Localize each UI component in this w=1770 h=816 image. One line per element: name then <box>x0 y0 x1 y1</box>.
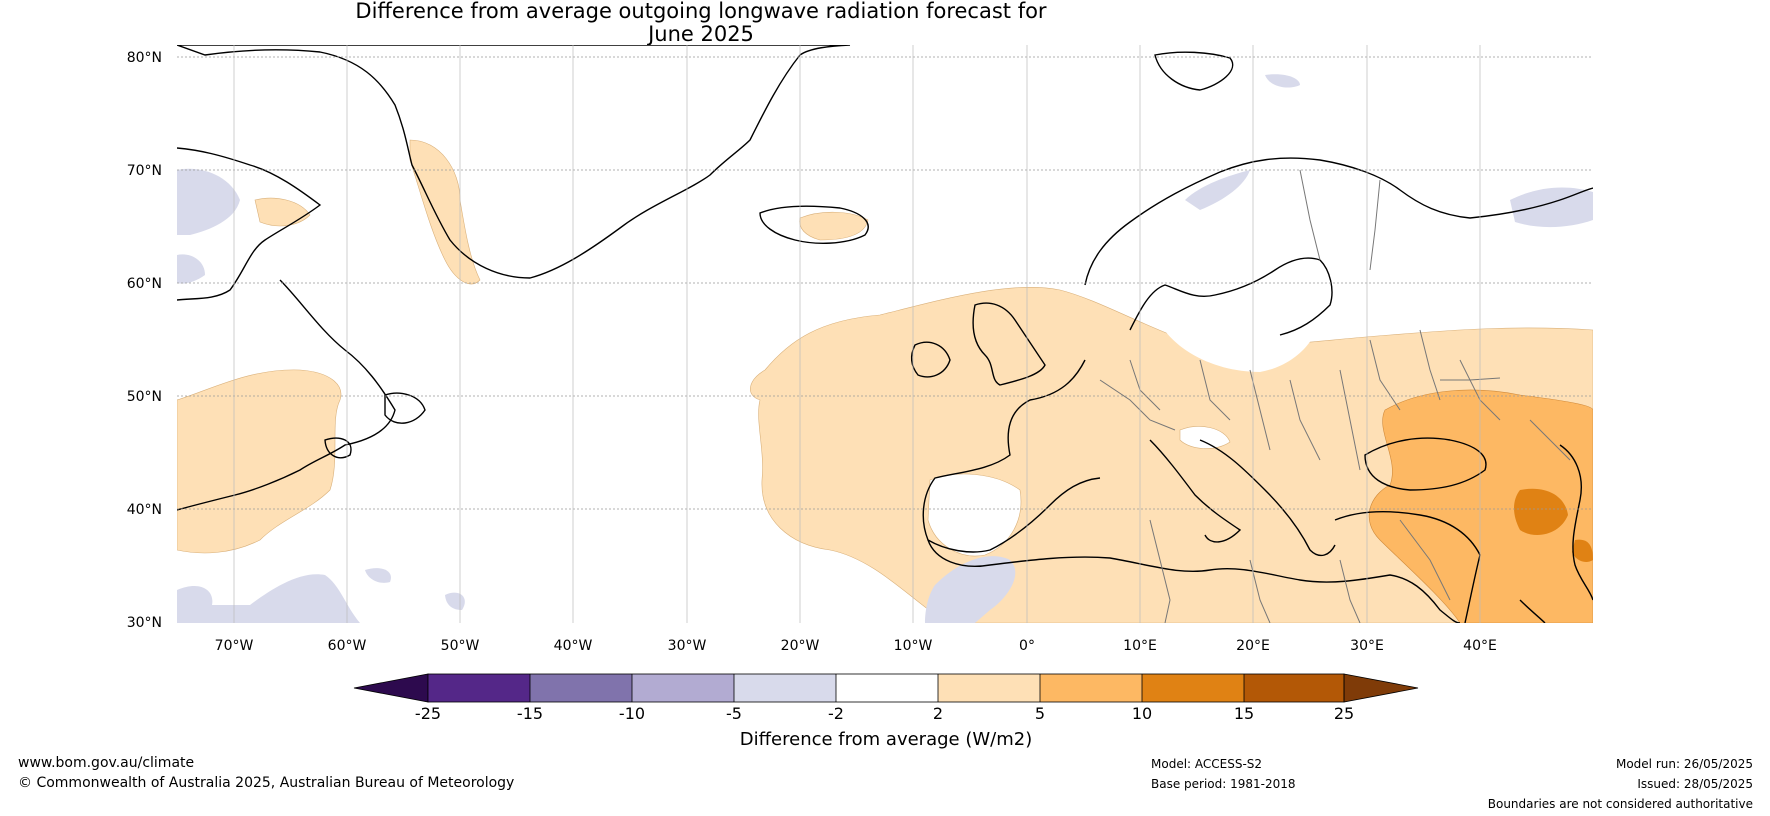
colorbar-title: Difference from average (W/m2) <box>740 729 1032 750</box>
colorbar-ticks: -25 -15 -10 -5 -2 2 5 10 15 25 <box>415 704 1354 723</box>
coast-turkey-levant <box>1334 511 1481 623</box>
issued-text: Issued: 28/05/2025 <box>1637 777 1753 791</box>
longitude-gridlines <box>233 45 1481 623</box>
colorbar-low-extension <box>353 673 429 703</box>
colorbar-swatch <box>1040 674 1142 702</box>
anomaly-dark-orange-iran <box>1572 539 1593 563</box>
coast-arctic-canada <box>177 147 322 301</box>
lon-label: 20°E <box>1236 638 1270 654</box>
coast-black-sea <box>1364 437 1487 491</box>
copyright-text: © Commonwealth of Australia 2025, Austra… <box>18 775 515 791</box>
lon-label: 0° <box>1019 638 1035 654</box>
anomaly-lavender-atlantic-southwest <box>177 574 360 623</box>
lon-label: 10°E <box>1123 638 1157 654</box>
coast-greenland <box>177 45 851 279</box>
coast-caspian <box>1559 444 1593 601</box>
anomaly-light-orange-north-america <box>177 369 342 554</box>
colorbar-swatch <box>428 674 530 702</box>
anomaly-lavender-labrador-sea-floor <box>177 254 205 284</box>
longitude-labels: 70°W 60°W 50°W 40°W 30°W 20°W 10°W 0° 10… <box>215 638 1497 654</box>
coastlines <box>177 45 1593 623</box>
colorbar-tick: 10 <box>1132 704 1152 723</box>
lon-label: 50°W <box>441 638 480 654</box>
colorbar-swatch <box>1244 674 1344 702</box>
title-line-2: June 2025 <box>648 22 754 46</box>
colorbar-dividers <box>529 674 1245 702</box>
anomaly-lavender-svalbard <box>1265 74 1300 88</box>
lat-label: 50°N <box>127 389 162 405</box>
anomaly-lavender-atlantic-small <box>365 568 391 583</box>
lat-label: 30°N <box>127 615 162 631</box>
anomaly-orange-caspian <box>1368 389 1593 623</box>
coast-ireland <box>910 341 951 378</box>
lon-label: 60°W <box>328 638 367 654</box>
anomaly-white-scandinavia <box>1150 247 1322 372</box>
lon-label: 30°E <box>1350 638 1384 654</box>
title-line-1: Difference from average outgoing longwav… <box>355 0 1047 23</box>
lat-label: 70°N <box>127 163 162 179</box>
lon-label: 10°W <box>894 638 933 654</box>
anomaly-light-orange-hudson <box>254 197 311 227</box>
disclaimer-text: Boundaries are not considered authoritat… <box>1487 797 1753 811</box>
lon-label: 40°E <box>1463 638 1497 654</box>
coast-red-sea <box>1519 599 1546 623</box>
lon-label: 70°W <box>215 638 254 654</box>
colorbar-tick: -25 <box>415 704 441 723</box>
colorbar-swatch <box>530 674 632 702</box>
coast-scandinavia <box>1084 157 1593 286</box>
lon-label: 30°W <box>668 638 707 654</box>
colorbar-tick: 5 <box>1035 704 1045 723</box>
coast-newfoundland <box>384 392 426 424</box>
map-area <box>177 45 1593 623</box>
base-period-text: Base period: 1981-2018 <box>1151 777 1296 791</box>
anomaly-lavender-canada <box>177 168 240 235</box>
anomaly-white-alps <box>1179 426 1231 449</box>
colorbar-tick: -5 <box>726 704 742 723</box>
map-title: Difference from average outgoing longwav… <box>0 0 1402 46</box>
coast-britain <box>972 302 1046 386</box>
colorbar-high-extension <box>1343 673 1419 703</box>
coast-france-iberia <box>922 359 1101 553</box>
colorbar-tick: -15 <box>517 704 543 723</box>
colorbar-tick: 25 <box>1334 704 1354 723</box>
coast-north-africa <box>927 539 1461 623</box>
lat-label: 80°N <box>127 50 162 66</box>
latitude-gridlines <box>177 56 1593 510</box>
anomaly-dark-orange-caucasus <box>1514 488 1568 535</box>
coast-svalbard <box>1154 51 1234 91</box>
latitude-labels: 80°N 70°N 60°N 50°N 40°N 30°N <box>127 50 162 631</box>
colorbar-swatch <box>632 674 734 702</box>
anomaly-light-orange-iceland <box>799 211 869 241</box>
colorbar-swatch <box>938 674 1040 702</box>
coast-baltic <box>1129 257 1333 336</box>
colorbar-tick: 2 <box>933 704 943 723</box>
colorbar-tick: -2 <box>828 704 844 723</box>
anomaly-fields <box>177 74 1593 623</box>
lat-label: 40°N <box>127 502 162 518</box>
anomaly-lavender-morocco <box>925 556 1016 623</box>
anomaly-white-iberia <box>927 473 1022 557</box>
model-text: Model: ACCESS-S2 <box>1151 757 1263 771</box>
anomaly-lavender-barents <box>1510 187 1593 228</box>
coast-iceland <box>759 205 869 244</box>
colorbar-swatch <box>836 674 938 702</box>
colorbar-swatch <box>734 674 836 702</box>
colorbar-tick: 15 <box>1234 704 1254 723</box>
anomaly-light-orange-greenland <box>409 139 481 285</box>
lat-label: 60°N <box>127 276 162 292</box>
anomaly-lavender-norway-coast <box>1185 170 1250 210</box>
coast-italy-balkans <box>1149 439 1336 557</box>
model-run-text: Model run: 26/05/2025 <box>1615 757 1753 771</box>
coast-nova-scotia <box>324 437 352 459</box>
lon-label: 20°W <box>781 638 820 654</box>
colorbar: -25 -15 -10 -5 -2 2 5 10 15 25 Differenc… <box>353 673 1419 750</box>
colorbar-outline <box>427 673 1345 703</box>
lon-label: 40°W <box>554 638 593 654</box>
colorbar-tick: -10 <box>619 704 645 723</box>
colorbar-swatch <box>1142 674 1244 702</box>
website-link[interactable]: www.bom.gov.au/climate <box>18 755 195 771</box>
